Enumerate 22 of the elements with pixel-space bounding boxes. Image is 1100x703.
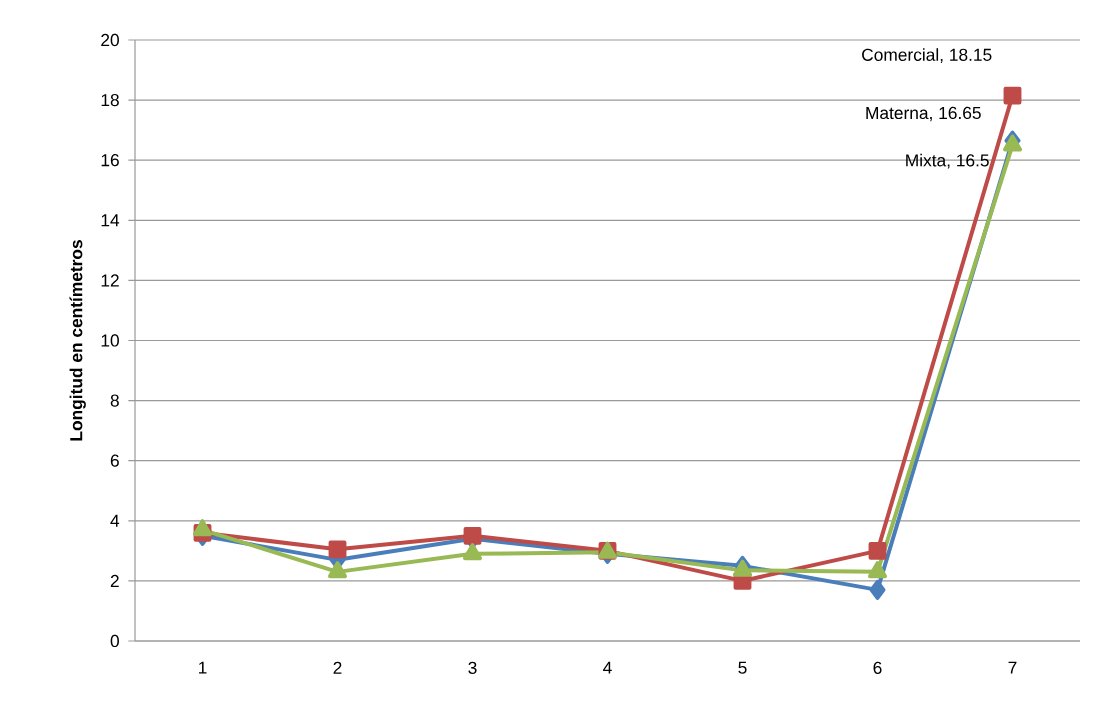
annotation: Comercial, 18.15 (862, 48, 992, 63)
y-tick-label: 4 (110, 514, 120, 527)
x-tick-label: 7 (1008, 661, 1017, 674)
x-tick-label: 2 (333, 661, 342, 674)
x-tick-label: 4 (603, 661, 612, 674)
y-tick-label: 0 (110, 634, 119, 648)
y-tick-label: 20 (101, 33, 119, 47)
y-tick-label: 8 (110, 394, 119, 407)
y-tick-label: 10 (101, 334, 119, 347)
y-tick-label: 12 (101, 274, 119, 287)
x-tick-label: 1 (199, 661, 207, 674)
x-tick-label: 5 (738, 661, 747, 674)
y-tick-label: 6 (110, 454, 119, 467)
x-tick-label: 3 (468, 661, 477, 674)
y-tick-label: 2 (110, 574, 119, 587)
y-tick-label: 16 (101, 154, 119, 167)
x-tick-label: 6 (873, 661, 882, 674)
annotation: Materna, 16.65 (866, 106, 981, 122)
y-tick-label: 18 (101, 93, 119, 107)
y-tick-label: 14 (101, 214, 120, 227)
y-axis-title: Longitud en centímetros (69, 240, 86, 441)
annotation: Mixta, 16.5 (906, 153, 989, 169)
